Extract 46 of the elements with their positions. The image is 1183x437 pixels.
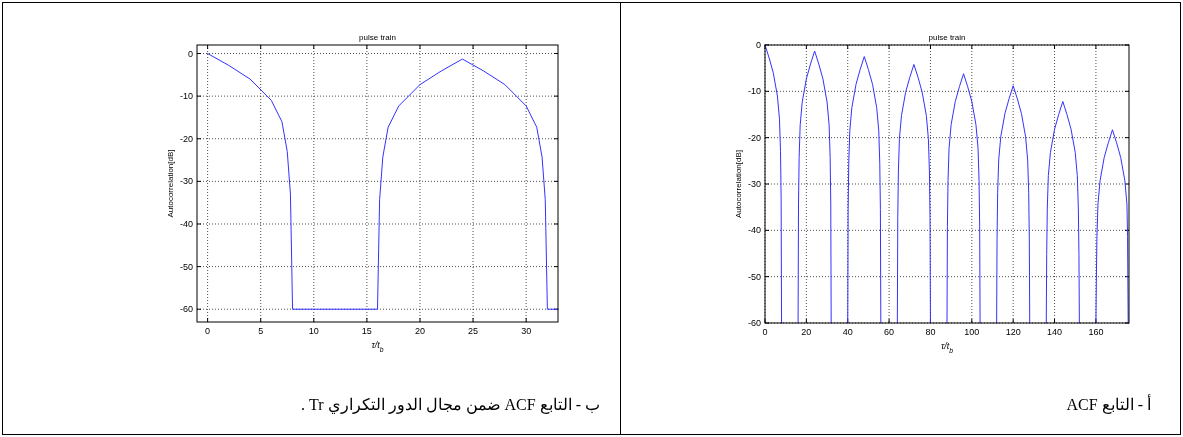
x-tick-label: 5 [258, 326, 264, 336]
text: ب - التابع ACF ضمن مجال الدور التكراري Tr . [301, 396, 600, 414]
x-tick-label: 0 [205, 326, 211, 336]
y-tick-label: -10 [179, 91, 193, 102]
y-tick-label: -40 [179, 218, 193, 229]
y-tick-label: -50 [747, 271, 761, 282]
y-tick-label: -30 [747, 179, 761, 189]
line-series [847, 56, 882, 324]
y-tick-label: -20 [179, 133, 193, 144]
x-tick-label: 10 [308, 326, 319, 336]
x-tick-label: 100 [964, 327, 980, 337]
x-tick-label: 80 [925, 327, 936, 337]
line-series [996, 85, 1031, 324]
line-series [797, 50, 832, 324]
y-tick-label: -50 [179, 261, 193, 272]
x-tick-label: 140 [1047, 327, 1063, 337]
chart-title: pulse train [928, 33, 966, 42]
x-tick-label: 40 [842, 327, 853, 337]
x-tick-label: 15 [361, 326, 372, 336]
line-series [207, 53, 559, 310]
x-axis-title: τ/t$_{b}$ [940, 341, 954, 354]
x-tick-label: 25 [468, 326, 479, 336]
x-tick-label: 60 [884, 327, 895, 337]
x-tick-label: 20 [801, 327, 812, 337]
y-tick-label: -40 [747, 225, 761, 236]
line-series [946, 73, 981, 324]
text: أ - التابع ACF [1066, 394, 1151, 414]
y-axis-title: Autocorrelation[dB] [734, 149, 743, 219]
x-tick-label: 120 [1005, 327, 1021, 337]
x-tick-label: 160 [1088, 327, 1104, 337]
y-axis-title: Autocorrelation[dB] [166, 149, 175, 218]
x-axis-title: τ/t$_{b}$ [371, 340, 384, 353]
y-tick-label: -60 [747, 318, 761, 328]
y-tick-label: 0 [187, 48, 193, 59]
y-tick-label: -60 [179, 304, 193, 315]
y-tick-label: -30 [179, 176, 193, 187]
line-series [1095, 129, 1129, 324]
line-series [1045, 101, 1080, 324]
y-tick-label: 0 [755, 40, 761, 50]
y-tick-label: -20 [747, 132, 761, 143]
y-tick-label: -10 [747, 86, 761, 97]
line-series [896, 63, 931, 324]
x-tick-label: 0 [762, 327, 768, 337]
x-tick-label: 20 [414, 326, 425, 336]
chart-title: pulse train [359, 33, 396, 42]
x-tick-label: 30 [521, 326, 532, 336]
